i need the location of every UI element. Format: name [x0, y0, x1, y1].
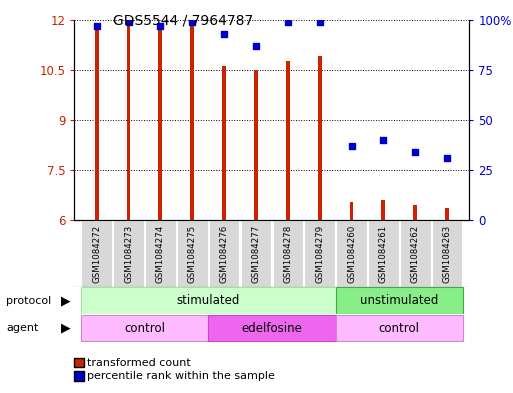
- Point: [92, 22, 101, 29]
- Bar: [286, 61, 290, 220]
- Text: control: control: [379, 321, 420, 335]
- Text: edelfosine: edelfosine: [242, 321, 302, 335]
- Text: agent: agent: [6, 323, 38, 333]
- Point: [125, 18, 133, 25]
- Bar: [127, 25, 130, 220]
- Point: [379, 137, 387, 143]
- Text: GSM1084272: GSM1084272: [92, 224, 101, 283]
- Point: [443, 155, 451, 161]
- Bar: [241, 220, 271, 287]
- Text: ▶: ▶: [61, 294, 70, 307]
- Bar: [159, 25, 162, 220]
- Text: GSM1084262: GSM1084262: [411, 224, 420, 283]
- Text: GSM1084277: GSM1084277: [251, 224, 261, 283]
- Point: [220, 31, 228, 37]
- Bar: [350, 202, 353, 220]
- Point: [252, 42, 260, 49]
- Text: GSM1084279: GSM1084279: [315, 224, 324, 283]
- Bar: [95, 25, 98, 220]
- Point: [411, 149, 419, 155]
- Bar: [272, 220, 303, 287]
- Text: unstimulated: unstimulated: [360, 294, 439, 307]
- Point: [188, 18, 196, 25]
- Bar: [209, 220, 240, 287]
- Bar: [400, 220, 430, 287]
- Bar: [81, 315, 208, 342]
- Bar: [368, 220, 399, 287]
- Bar: [336, 287, 463, 314]
- Bar: [190, 25, 194, 220]
- Bar: [254, 70, 258, 220]
- Text: GSM1084261: GSM1084261: [379, 224, 388, 283]
- Text: GSM1084274: GSM1084274: [156, 224, 165, 283]
- Text: GSM1084275: GSM1084275: [188, 224, 197, 283]
- Text: protocol: protocol: [6, 296, 51, 306]
- Bar: [445, 208, 449, 220]
- Text: GSM1084263: GSM1084263: [443, 224, 451, 283]
- Bar: [413, 205, 417, 220]
- Point: [347, 143, 356, 149]
- Point: [315, 18, 324, 25]
- Text: control: control: [124, 321, 165, 335]
- Text: GSM1084278: GSM1084278: [283, 224, 292, 283]
- Bar: [222, 66, 226, 220]
- Bar: [82, 220, 112, 287]
- Text: transformed count: transformed count: [87, 358, 191, 368]
- Bar: [177, 220, 208, 287]
- Bar: [336, 220, 367, 287]
- Text: GSM1084273: GSM1084273: [124, 224, 133, 283]
- Text: ▶: ▶: [61, 321, 70, 335]
- Bar: [382, 200, 385, 220]
- Bar: [336, 315, 463, 342]
- Text: GSM1084260: GSM1084260: [347, 224, 356, 283]
- Bar: [304, 220, 335, 287]
- Point: [156, 22, 165, 29]
- Text: GSM1084276: GSM1084276: [220, 224, 229, 283]
- Text: GDS5544 / 7964787: GDS5544 / 7964787: [113, 14, 253, 28]
- Bar: [318, 57, 322, 220]
- Bar: [432, 220, 462, 287]
- Bar: [81, 287, 336, 314]
- Bar: [113, 220, 144, 287]
- Text: stimulated: stimulated: [176, 294, 240, 307]
- Bar: [208, 315, 336, 342]
- Bar: [145, 220, 175, 287]
- Point: [284, 18, 292, 25]
- Text: percentile rank within the sample: percentile rank within the sample: [87, 371, 275, 382]
